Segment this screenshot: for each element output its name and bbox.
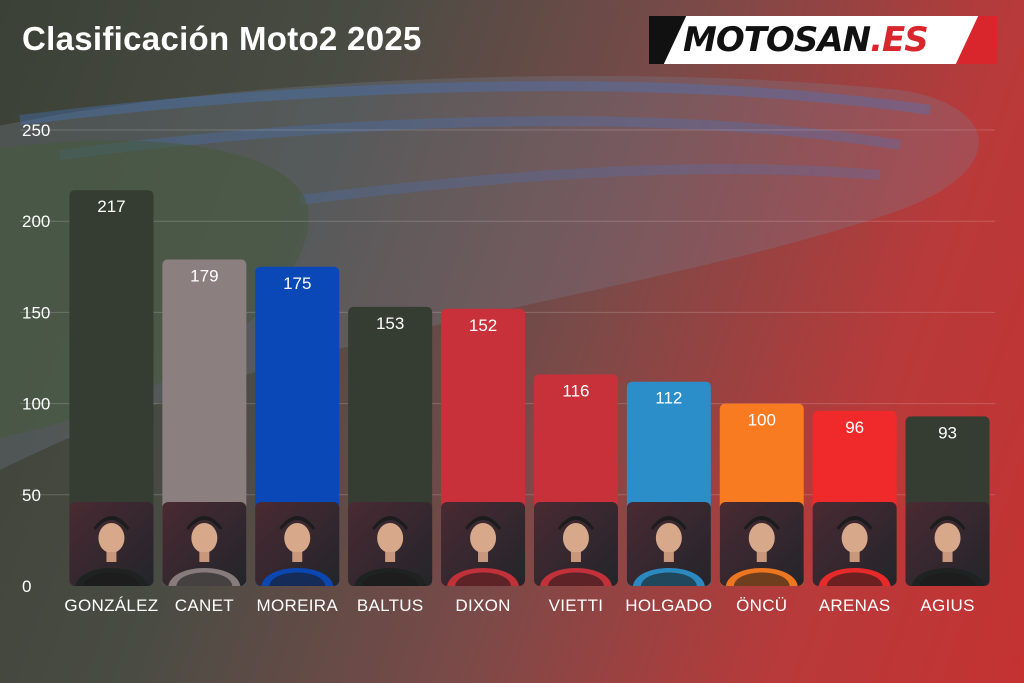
bar-group[interactable]: 179 CANET: [162, 259, 247, 615]
bar-group[interactable]: 93 AGIUS: [905, 416, 990, 615]
bar-value-label: 112: [655, 389, 682, 408]
bar-group[interactable]: 152 DIXON: [441, 308, 526, 615]
y-tick-label: 0: [22, 577, 31, 596]
rider-name-label: DIXON: [455, 596, 510, 615]
rider-portrait-icon: [162, 502, 247, 586]
logo-text-accent: .ES: [870, 20, 929, 60]
rider-name-label: GONZÁLEZ: [64, 596, 158, 615]
rider-name-label: AGIUS: [920, 596, 974, 615]
rider-portrait-icon: [533, 502, 618, 586]
y-tick-label: 100: [22, 395, 50, 414]
bar-group[interactable]: 100 ÖNCÜ: [719, 403, 804, 615]
bar-group[interactable]: 96 ARENAS: [812, 410, 897, 615]
rider-portrait-icon: [255, 502, 340, 586]
rider-name-label: BALTUS: [357, 596, 424, 615]
rider-portrait-icon: [812, 502, 897, 586]
bar-value-label: 179: [190, 267, 218, 286]
rider-portrait-icon: [905, 502, 990, 586]
y-tick-label: 150: [22, 303, 50, 322]
rider-name-label: CANET: [175, 596, 234, 615]
bar-value-label: 217: [97, 197, 125, 216]
bar-group[interactable]: 217 GONZÁLEZ: [64, 190, 158, 615]
bar-group[interactable]: 112 HOLGADO: [625, 381, 712, 615]
rider-portrait-icon: [719, 502, 804, 586]
page-title: Clasificación Moto2 2025: [22, 20, 422, 57]
motosan-logo[interactable]: MOTOSAN.ES: [649, 16, 997, 64]
rider-name-label: MOREIRA: [257, 596, 339, 615]
rider-portrait-icon: [69, 502, 154, 586]
bar-group[interactable]: 175 MOREIRA: [255, 266, 340, 615]
y-tick-label: 200: [22, 212, 50, 231]
rider-name-label: VIETTI: [549, 596, 604, 615]
bar-value-label: 153: [376, 314, 404, 333]
bar[interactable]: [69, 190, 154, 586]
bar-value-label: 93: [938, 423, 957, 442]
bar-value-label: 116: [562, 381, 589, 400]
rider-portrait-icon: [441, 502, 526, 586]
bar-value-label: 96: [845, 418, 864, 437]
y-tick-label: 250: [22, 121, 50, 140]
bar-value-label: 175: [283, 274, 311, 293]
bar-group[interactable]: 116 VIETTI: [533, 374, 618, 615]
rider-name-label: ÖNCÜ: [736, 596, 787, 615]
bar-value-label: 100: [748, 411, 776, 430]
rider-name-label: ARENAS: [819, 596, 891, 615]
bar-value-label: 152: [469, 316, 497, 335]
rider-name-label: HOLGADO: [625, 596, 712, 615]
logo-text-main: MOTOSAN: [683, 20, 871, 60]
y-tick-label: 50: [22, 486, 41, 505]
rider-portrait-icon: [626, 502, 711, 586]
chart-bars: 217GONZÁLEZ179CANET175MOREIRA153BALTUS15…: [64, 190, 990, 615]
bar-group[interactable]: 153 BALTUS: [348, 306, 433, 615]
logo-text: MOTOSAN.ES: [683, 20, 929, 60]
rider-portrait-icon: [348, 502, 433, 586]
